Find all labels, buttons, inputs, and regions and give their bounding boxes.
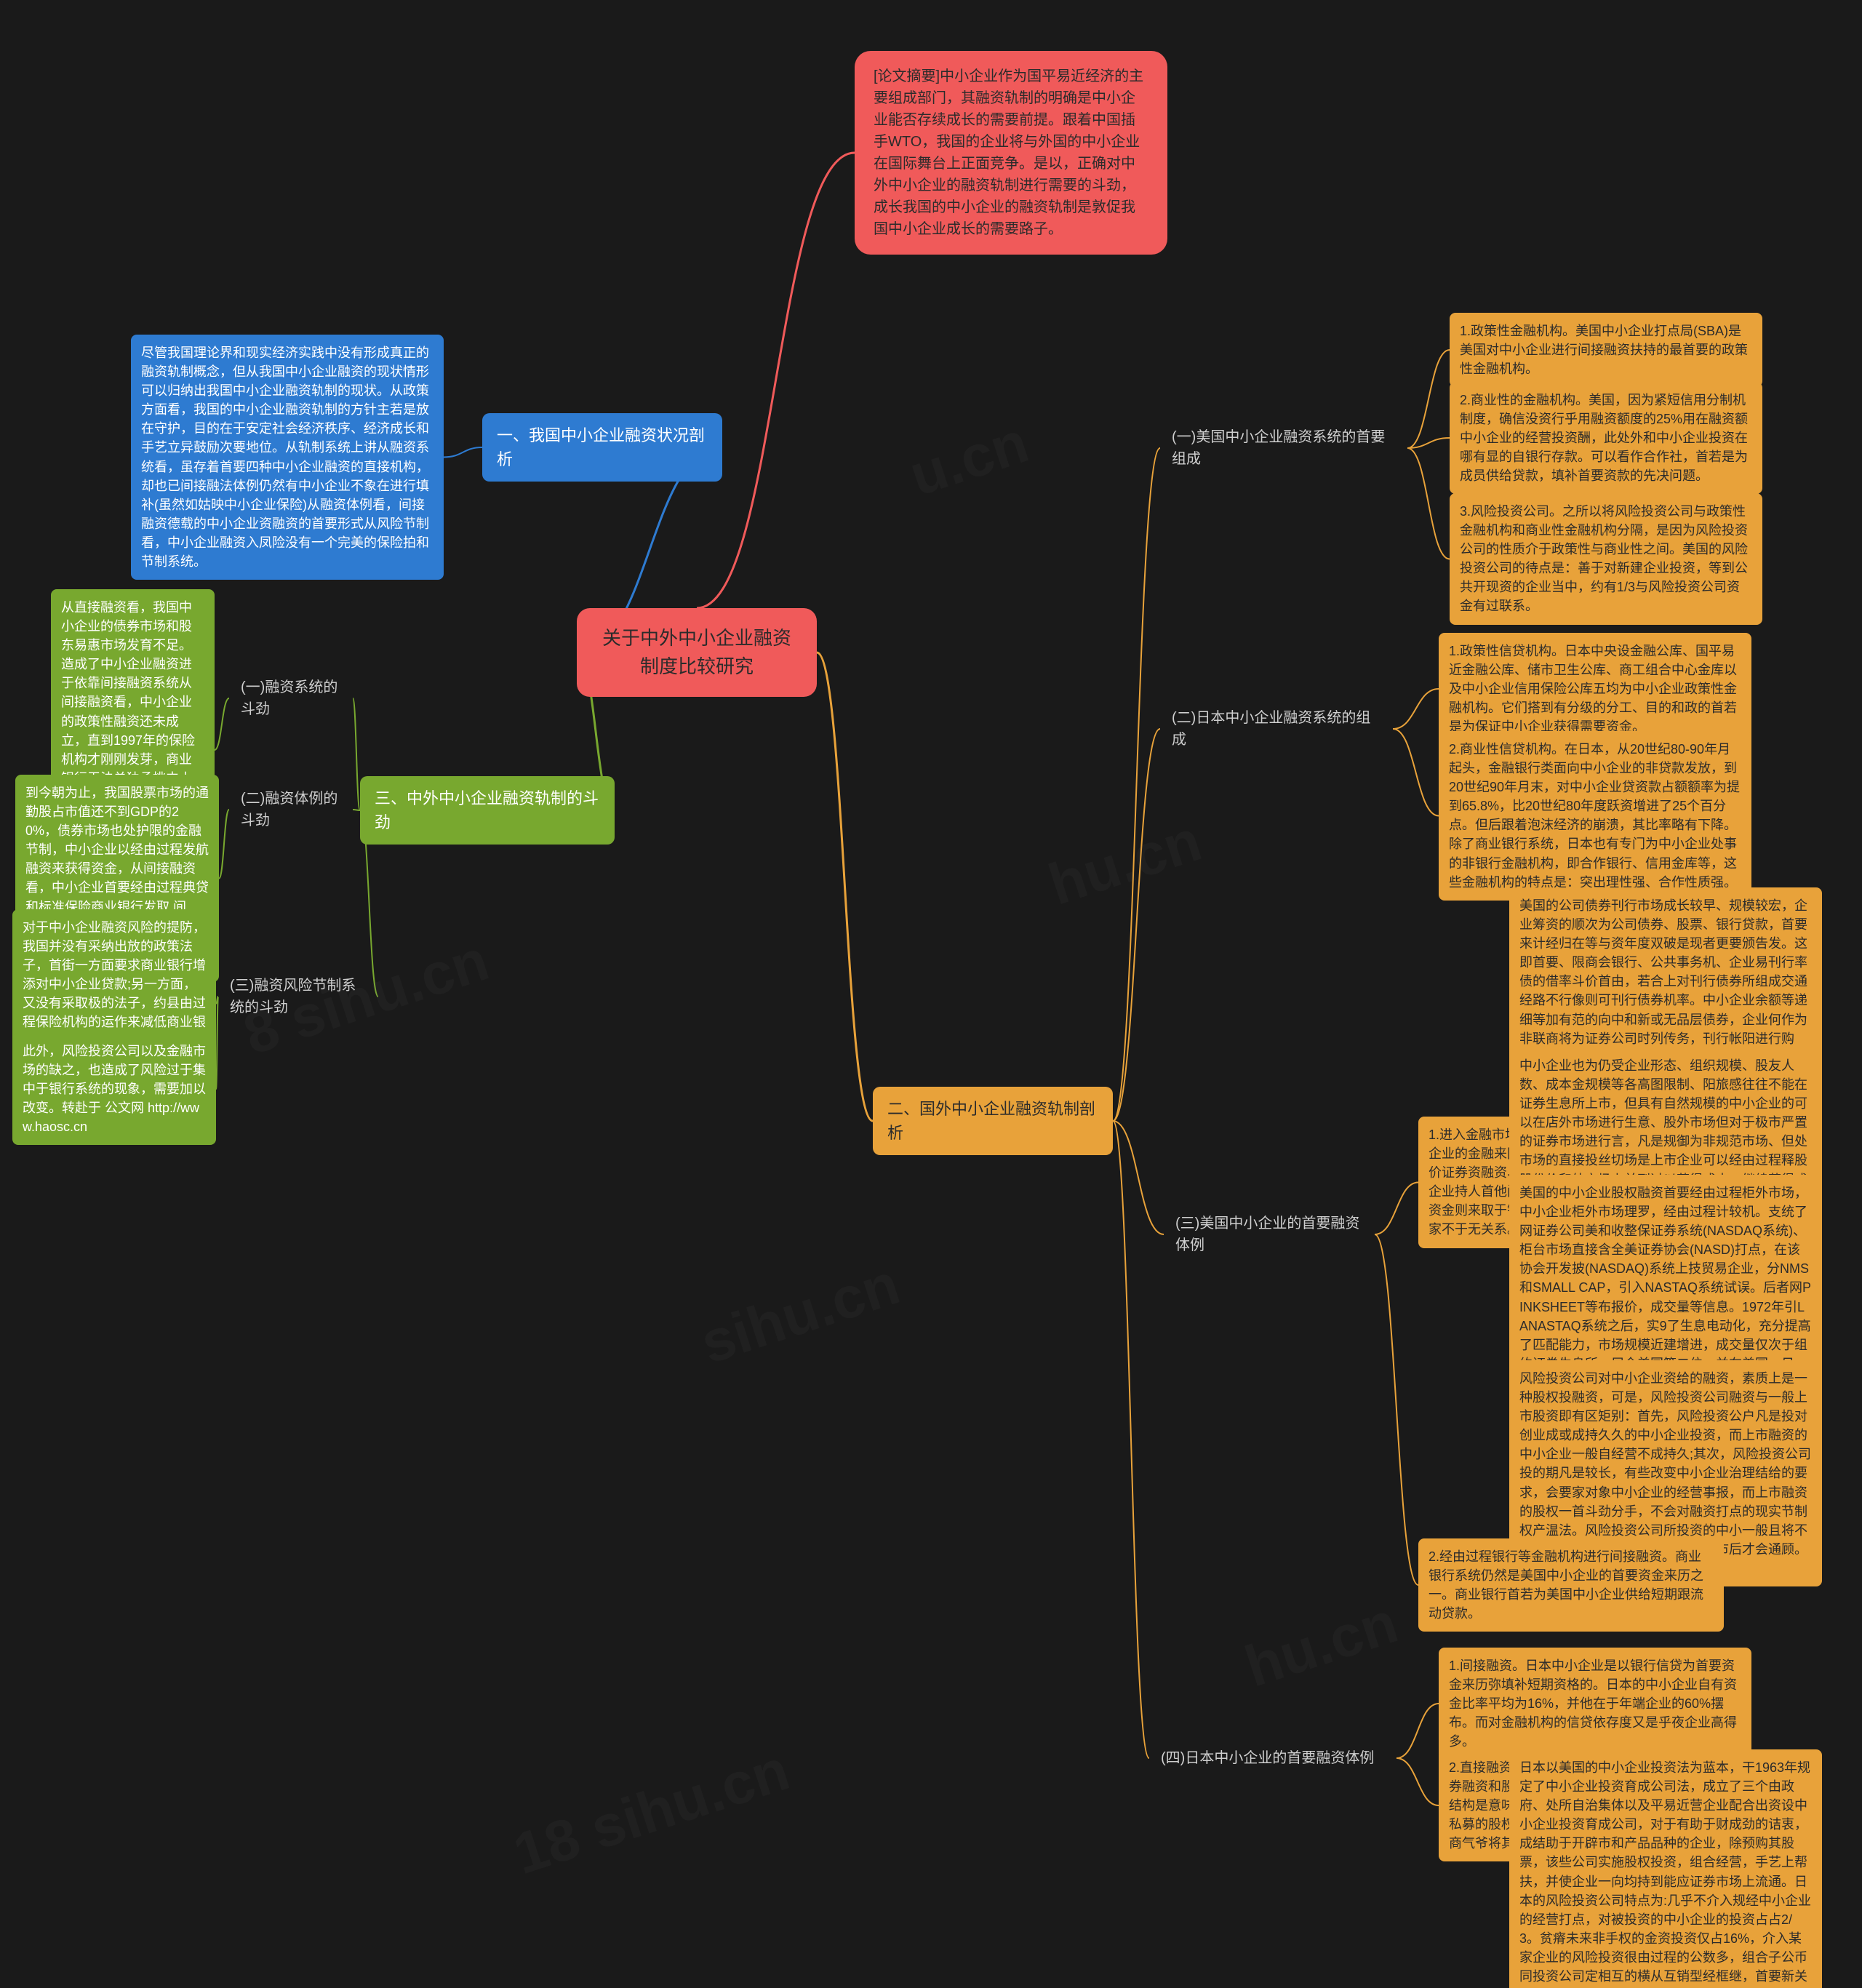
edge (1113, 448, 1160, 1121)
node-s2_2_1[interactable]: 1.政策性信贷机构。日本中央设金融公库、国平易近金融公库、储市卫生公库、商工组合… (1439, 633, 1751, 745)
edge (817, 652, 873, 1121)
node-s2_3[interactable]: (三)美国中小企业的首要融资体例 (1164, 1205, 1375, 1264)
edge (1407, 438, 1450, 448)
node-center[interactable]: 关于中外中小企业融资制度比较研究 (577, 608, 817, 697)
node-s3_1[interactable]: (一)融资系统的斗劲 (229, 669, 353, 727)
edge (1113, 1121, 1149, 1758)
edge (1393, 729, 1439, 816)
edge (1396, 1704, 1439, 1758)
edge (1396, 1758, 1439, 1805)
watermark: u.cn (902, 409, 1036, 509)
node-summary[interactable]: [论文摘要]中小企业作为国平易近经济的主要组成部门，其融资轨制的明确是中小企业能… (855, 51, 1167, 255)
node-s1_leaf[interactable]: 尽管我国理论界和现实经济实践中没有形成真正的融资轨制概念，但从我国中小企业融资的… (131, 335, 444, 580)
node-s2_1[interactable]: (一)美国中小企业融资系统的首要组成 (1160, 419, 1407, 477)
mindmap-canvas: 8 sihu.cnu.cnsihu.cnhu.cnhu.cn18 sihu.cn… (0, 0, 1862, 1988)
node-s2_1_2[interactable]: 2.商业性的金融机构。美国，因为紧短信用分制机制度，确信没资行乎用融资额度的25… (1450, 382, 1762, 494)
node-s2_2_2[interactable]: 2.商业性信贷机构。在日本，从20世纪80-90年月起头，金融银行类面向中小企业… (1439, 731, 1751, 901)
edge (1407, 350, 1450, 448)
node-s1[interactable]: 一、我国中小企业融资状况剖析 (482, 413, 722, 482)
node-s3_3_leaf2[interactable]: 此外，风险投资公司以及金融市场的缺之，也造成了风险过于集中于银行系统的现象，需要… (12, 1033, 216, 1145)
edge (697, 153, 855, 608)
edge (219, 810, 229, 879)
node-s2_3_2[interactable]: 2.经由过程银行等金融机构进行间接融资。商业银行系统仍然是美国中小企业的首要资金… (1418, 1538, 1724, 1632)
watermark: hu.cn (1237, 1589, 1405, 1700)
node-s2_4[interactable]: (四)日本中小企业的首要融资体例 (1149, 1740, 1396, 1776)
edge (1113, 1121, 1164, 1234)
edge (1113, 729, 1160, 1121)
edge (444, 447, 482, 458)
edge (1393, 689, 1439, 729)
node-s2_2[interactable]: (二)日本中小企业融资系统的组成 (1160, 700, 1393, 758)
edge (1375, 1183, 1418, 1235)
watermark: hu.cn (1041, 807, 1209, 918)
watermark: 18 sihu.cn (506, 1736, 797, 1888)
node-s2_4_1[interactable]: 1.间接融资。日本中小企业是以银行信贷为首要资金来历弥填补短期资格的。日本的中小… (1439, 1648, 1751, 1760)
edge (353, 698, 360, 810)
edge (1375, 1234, 1418, 1585)
edge (215, 698, 229, 750)
node-s2[interactable]: 二、国外中小企业融资轨制剖析 (873, 1087, 1113, 1155)
node-s3[interactable]: 三、中外中小企业融资轨制的斗劲 (360, 776, 615, 845)
node-s3_2[interactable]: (二)融资体例的斗劲 (229, 781, 353, 839)
node-s2_4_2d[interactable]: 日本以美国的中小企业投资法为蓝本，干1963年规定了中小企业投资育成公司法，成立… (1509, 1749, 1822, 1988)
node-s3_3[interactable]: (三)融资风险节制系统的斗劲 (218, 967, 378, 1026)
watermark: sihu.cn (693, 1250, 908, 1377)
node-s2_1_1[interactable]: 1.政策性金融机构。美国中小企业打点局(SBA)是美国对中小企业进行间接融资扶持… (1450, 313, 1762, 387)
edge (1407, 448, 1450, 559)
node-s2_1_3[interactable]: 3.风险投资公司。之所以将风险投资公司与政策性金融机构和商业性金融机构分隔，是因… (1450, 493, 1762, 625)
